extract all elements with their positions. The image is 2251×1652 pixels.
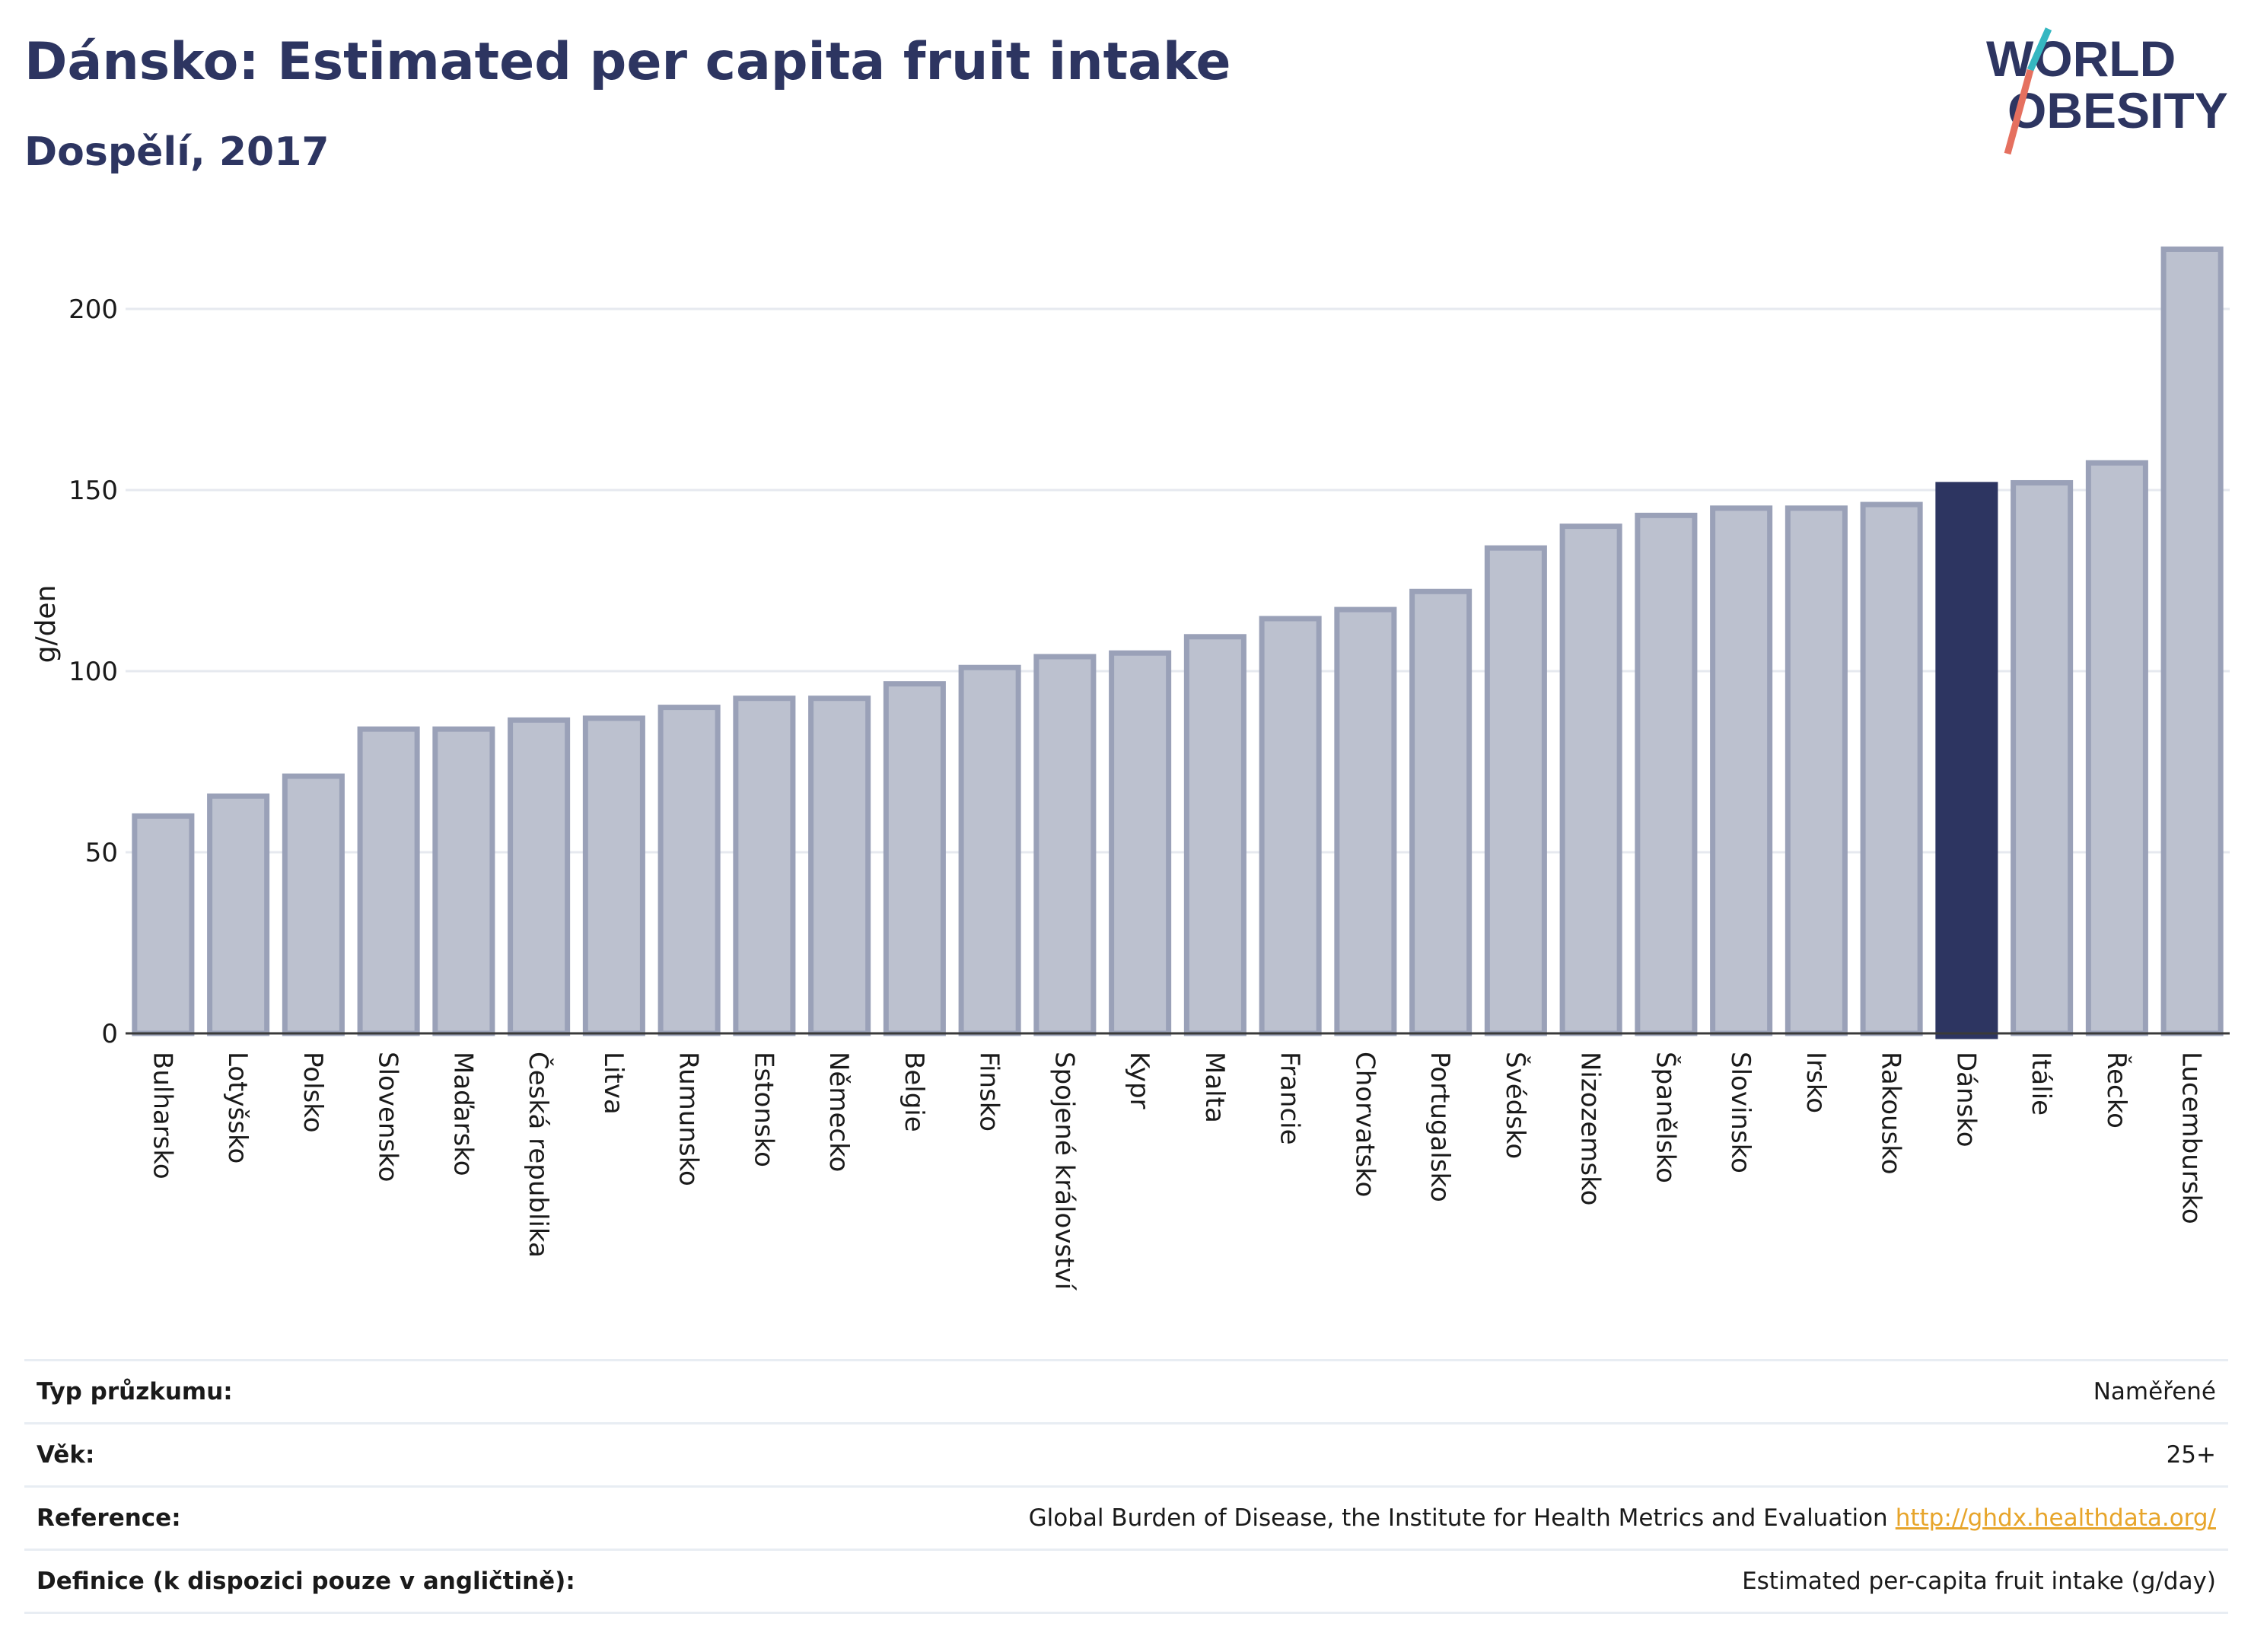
x-tick-label: Německo (823, 1052, 854, 1172)
info-label: Typ průzkumu: (37, 1378, 233, 1405)
bar-Španělsko[interactable] (1635, 512, 1698, 1036)
chart-title: Dánsko: Estimated per capita fruit intak… (24, 32, 1231, 92)
x-tick-label: Rakousko (1876, 1052, 1906, 1175)
bar-Polsko[interactable] (282, 773, 345, 1036)
x-tick-label: Itálie (2026, 1052, 2056, 1116)
bar-Irsko[interactable] (1785, 505, 1848, 1036)
info-label: Věk: (37, 1441, 95, 1469)
reference-text: Global Burden of Disease, the Institute … (1028, 1504, 1888, 1532)
logo-slash-teal (2027, 27, 2052, 72)
x-tick-label: Chorvatsko (1349, 1052, 1380, 1197)
x-tick-label: Maďarsko (447, 1052, 478, 1176)
bar-Dánsko[interactable] (1935, 482, 1998, 1039)
bar-Portugalsko[interactable] (1409, 588, 1473, 1036)
info-label: Reference: (37, 1504, 181, 1532)
x-tick-label: Spojené království (1049, 1052, 1079, 1291)
x-tick-label: Rumunsko (673, 1052, 704, 1186)
logo-line2: OBESITY (2007, 82, 2228, 138)
y-tick-label: 50 (85, 838, 118, 868)
bar-Itálie[interactable] (2011, 479, 2074, 1036)
x-tick-label: Bulharsko (147, 1052, 177, 1179)
x-tick-label: Lotyšsko (222, 1052, 253, 1163)
y-tick-labels: 0 50 100 150 200 (68, 294, 118, 1049)
bar-Bulharsko[interactable] (132, 813, 195, 1036)
bar-Maďarsko[interactable] (432, 726, 495, 1036)
info-row-definition: Definice (k dispozici pouze v angličtině… (24, 1551, 2228, 1614)
bar-Kypr[interactable] (1109, 650, 1172, 1036)
info-label: Definice (k dispozici pouze v angličtině… (37, 1568, 575, 1595)
bar-Česká republika[interactable] (508, 717, 571, 1036)
y-tick-label: 0 (101, 1019, 118, 1049)
info-value: Estimated per-capita fruit intake (g/day… (1742, 1568, 2216, 1595)
info-value: Naměřené (2093, 1378, 2216, 1405)
bar-Lucembursko[interactable] (2160, 246, 2224, 1036)
x-tick-label: Řecko (2101, 1052, 2132, 1128)
info-value: 25+ (2166, 1441, 2216, 1469)
x-tick-label: Malta (1199, 1052, 1230, 1123)
info-table: Typ průzkumu: Naměřené Věk: 25+ Referenc… (24, 1359, 2228, 1614)
x-tick-label: Slovinsko (1725, 1052, 1756, 1173)
bar-Finsko[interactable] (958, 664, 1021, 1036)
x-tick-label: Belgie (899, 1052, 929, 1132)
bar-Německo[interactable] (808, 695, 871, 1036)
bar-Rakousko[interactable] (1860, 501, 1923, 1036)
bar-Francie[interactable] (1259, 616, 1322, 1036)
bar-Lotyšsko[interactable] (207, 793, 270, 1036)
x-tick-label: Lucembursko (2176, 1052, 2207, 1224)
bar-Spojené království[interactable] (1033, 654, 1097, 1036)
x-tick-label: Česká republika (523, 1052, 554, 1258)
x-tick-label: Litva (598, 1052, 629, 1115)
bar-Malta[interactable] (1183, 634, 1246, 1036)
bar-Rumunsko[interactable] (657, 705, 721, 1036)
x-tick-label: Španělsko (1650, 1052, 1681, 1183)
x-tick-label: Francie (1275, 1052, 1305, 1145)
y-axis-label: g/den (30, 585, 62, 664)
bar-Řecko[interactable] (2085, 460, 2148, 1036)
x-tick-label: Švédsko (1500, 1052, 1531, 1159)
y-tick-label: 100 (68, 657, 118, 687)
x-tick-label: Finsko (974, 1052, 1005, 1132)
x-tick-label: Polsko (298, 1052, 328, 1133)
x-tick-labels: Bulharsko Lotyšsko Polsko Slovensko Maďarsko… (147, 1052, 2206, 1291)
world-obesity-logo: WORLD OBESITY (1986, 27, 2228, 155)
x-tick-label: Portugalsko (1425, 1052, 1455, 1202)
info-row-survey-type: Typ průzkumu: Naměřené (24, 1361, 2228, 1424)
reference-link[interactable]: http://ghdx.healthdata.org/ (1895, 1504, 2216, 1532)
bar-Švédsko[interactable] (1484, 545, 1547, 1036)
x-tick-label: Slovensko (373, 1052, 403, 1182)
info-row-age: Věk: 25+ (24, 1424, 2228, 1488)
logo-line1: WORLD (1986, 30, 2176, 87)
info-value-reference: Global Burden of Disease, the Institute … (1029, 1504, 2216, 1532)
x-tick-label: Kypr (1124, 1052, 1154, 1109)
bar-chart: 0 50 100 150 200 Bulharsko Lotyšsko Polsko Slov… (30, 246, 2230, 1291)
x-tick-label: Estonsko (748, 1052, 778, 1167)
logo-slash-coral (2004, 68, 2034, 155)
y-tick-label: 200 (68, 294, 118, 325)
x-tick-label: Dánsko (1950, 1052, 1981, 1147)
chart-subtitle: Dospělí, 2017 (24, 129, 330, 175)
info-row-reference: Reference: Global Burden of Disease, the… (24, 1488, 2228, 1551)
bar-Litva[interactable] (582, 715, 645, 1036)
bars (132, 246, 2224, 1039)
x-tick-label: Nizozemsko (1575, 1052, 1606, 1205)
bar-Estonsko[interactable] (733, 695, 796, 1036)
bar-Slovinsko[interactable] (1710, 505, 1773, 1036)
bar-Chorvatsko[interactable] (1334, 606, 1397, 1036)
bar-Slovensko[interactable] (357, 726, 420, 1036)
bar-Nizozemsko[interactable] (1559, 524, 1622, 1036)
bar-Belgie[interactable] (883, 681, 946, 1036)
x-tick-label: Irsko (1800, 1052, 1831, 1113)
y-tick-label: 150 (68, 476, 118, 506)
